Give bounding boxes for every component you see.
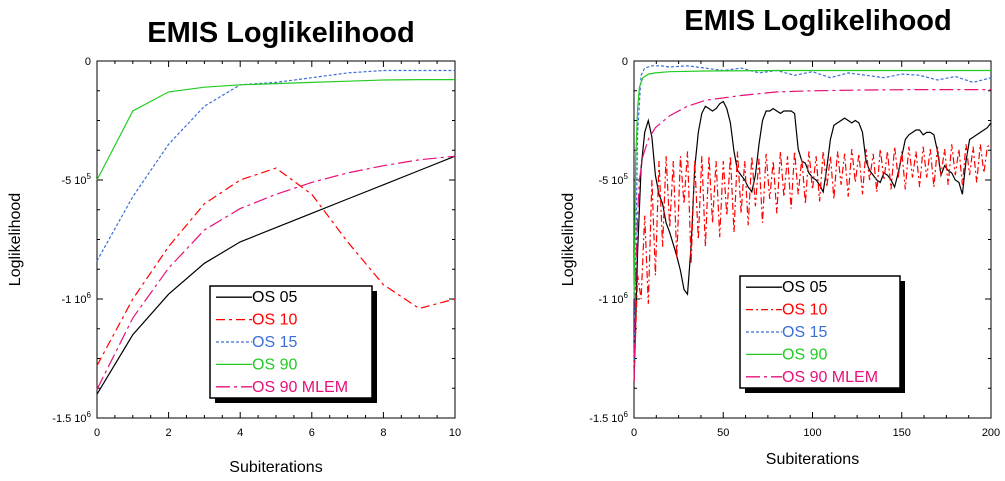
y-tick-label: -5 105 xyxy=(61,172,91,187)
legend-label: OS 10 xyxy=(782,302,827,319)
series-line-os-90 xyxy=(633,69,991,300)
x-tick-label: 150 xyxy=(893,427,911,439)
chart-title: EMIS Loglikelihood xyxy=(684,5,951,37)
series-line-os-90 xyxy=(96,79,455,181)
y-tick-label: -1 106 xyxy=(598,291,628,306)
legend-label: OS 05 xyxy=(782,279,827,296)
y-axis-label: Loglikelihood xyxy=(560,193,577,286)
x-tick-label: 2 xyxy=(166,427,172,439)
legend-label: OS 90 MLEM xyxy=(782,369,878,386)
series-line-os-10 xyxy=(633,143,992,383)
x-tick-label: 6 xyxy=(309,427,315,439)
x-tick-label: 100 xyxy=(803,427,821,439)
chart-right: EMIS Loglikelihood 0 50 100 150 200 0 -5 105 -1 … xyxy=(560,5,1000,468)
legend-label: OS 15 xyxy=(782,324,827,341)
x-tick-label: 10 xyxy=(449,427,461,439)
x-tick-label: 0 xyxy=(94,427,100,439)
series-line-os-90-mlem xyxy=(633,89,991,383)
x-tick-label: 8 xyxy=(380,427,386,439)
legend: OS 05 OS 10 OS 15 OS 90 OS 90 MLEM xyxy=(209,285,377,403)
x-tick-label: 0 xyxy=(631,427,637,439)
x-axis-label: Subiterations xyxy=(766,451,859,468)
chart-left: EMIS Loglikelihood 0 2 4 6 8 10 0 -5 105 -1 106 -1… xyxy=(7,17,461,476)
y-tick-label: -1.5 106 xyxy=(589,410,628,425)
y-axis-label: Loglikelihood xyxy=(7,193,24,286)
y-tick-label: -5 105 xyxy=(598,172,628,187)
x-tick-label: 50 xyxy=(717,427,729,439)
legend-label: OS 15 xyxy=(252,334,297,351)
y-tick-label: 0 xyxy=(622,56,628,68)
legend-label: OS 90 xyxy=(782,346,827,363)
x-tick-label: 4 xyxy=(237,427,243,439)
x-axis-label: Subiterations xyxy=(229,459,322,476)
x-tick-label: 200 xyxy=(982,427,1000,439)
series-line-os-10 xyxy=(96,167,456,366)
y-tick-label: -1.5 106 xyxy=(52,410,91,425)
series-line-os-15 xyxy=(96,69,455,262)
y-tick-label: -1 106 xyxy=(61,291,91,306)
legend-label: OS 10 xyxy=(252,312,297,329)
series-line-os-05 xyxy=(96,155,456,395)
legend: OS 05 OS 10 OS 15 OS 90 OS 90 MLEM xyxy=(739,275,905,393)
series-line-os-90-mlem xyxy=(96,155,456,390)
legend-label: OS 90 MLEM xyxy=(252,379,348,396)
y-tick-label: 0 xyxy=(85,56,91,68)
legend-label: OS 05 xyxy=(252,289,297,306)
legend-label: OS 90 xyxy=(252,356,297,373)
chart-title: EMIS Loglikelihood xyxy=(147,17,414,49)
